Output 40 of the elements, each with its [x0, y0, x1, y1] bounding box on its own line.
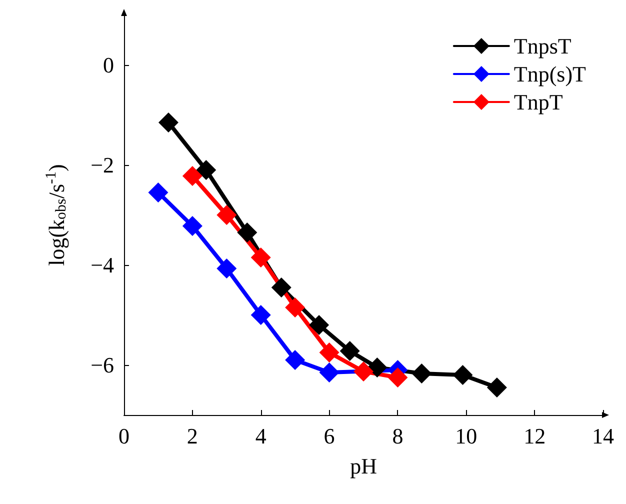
point [250, 305, 271, 325]
point [319, 342, 340, 362]
x-tick-label: 0 [118, 424, 130, 448]
point [340, 341, 360, 361]
point [196, 160, 216, 180]
point [237, 222, 258, 242]
x-tick-label: 4 [255, 424, 266, 448]
point [216, 258, 237, 278]
x-tick-label: 8 [392, 424, 404, 448]
point [148, 182, 168, 202]
x-tick-label: 12 [524, 424, 546, 448]
point [388, 368, 408, 388]
y-tick-label: −2 [90, 152, 114, 178]
point [285, 298, 306, 318]
point [452, 365, 473, 385]
point [250, 248, 271, 268]
y-axis-title: log(kobs/s-1) [44, 164, 70, 266]
legend-label: TnpT [514, 90, 564, 114]
y-tick-label: 0 [103, 52, 114, 78]
x-axis-title: pH [350, 454, 378, 478]
legend-label: TnpsT [514, 34, 572, 58]
point [319, 362, 340, 382]
legend-label: Tnp(s)T [514, 62, 587, 86]
y-tick-label: −6 [90, 352, 114, 378]
point [486, 378, 507, 398]
x-tick-label: 6 [324, 424, 335, 448]
point [182, 216, 202, 236]
point [271, 278, 292, 298]
point [412, 364, 432, 384]
point [285, 350, 306, 370]
point [354, 362, 374, 382]
point [309, 315, 330, 335]
point [158, 112, 178, 132]
x-tick-label: 14 [592, 424, 614, 448]
y-tick-label: −4 [90, 252, 114, 278]
point [182, 166, 202, 186]
x-tick-label: 10 [455, 424, 478, 448]
point [216, 205, 237, 225]
point [367, 358, 388, 378]
x-tick-label: 2 [186, 424, 198, 448]
